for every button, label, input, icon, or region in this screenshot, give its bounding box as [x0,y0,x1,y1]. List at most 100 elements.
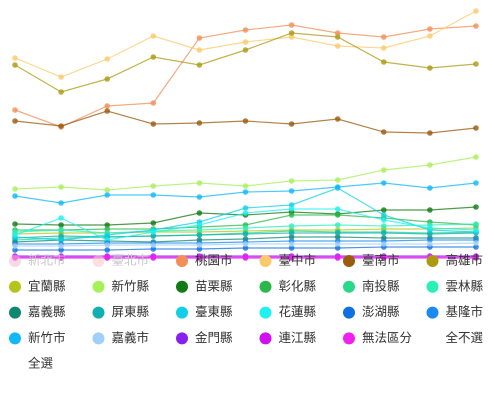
data-point [12,243,18,249]
data-point [242,254,249,260]
legend-label[interactable]: 彰化縣 [279,278,317,293]
legend-swatch[interactable] [426,306,439,319]
data-point [427,185,433,191]
legend-label[interactable]: 嘉義縣 [28,304,66,319]
legend-label[interactable]: 花蓮縣 [279,304,317,319]
legend-label[interactable]: 雲林縣 [446,278,484,293]
data-point [104,187,110,193]
legend-swatch[interactable] [9,280,21,293]
legend-label[interactable]: 臺北市 [112,253,150,268]
legend-label[interactable]: 臺東縣 [195,304,233,319]
data-point [334,212,341,218]
legend-label[interactable]: 連江縣 [279,330,317,345]
data-point [196,194,203,200]
data-point [334,241,341,247]
legend-label[interactable]: 新北市 [28,253,66,268]
data-point [473,61,479,67]
data-point [288,188,295,194]
legend-swatch[interactable] [9,332,21,345]
data-point [104,226,110,232]
data-point [381,223,387,229]
data-point [150,246,157,252]
legend-label[interactable]: 無法區分 [362,330,412,345]
legend-swatch[interactable] [343,280,355,293]
data-point [334,222,341,228]
data-point [104,232,110,238]
data-point [196,120,203,126]
data-point [381,167,387,173]
legend-swatch[interactable] [259,306,272,319]
legend-swatch[interactable] [92,255,105,267]
legend-swatch[interactable] [9,306,21,319]
legend-label[interactable]: 宜蘭縣 [28,278,66,293]
data-point [288,206,295,212]
legend-swatch[interactable] [426,255,439,267]
legend-label[interactable]: 新竹縣 [112,278,150,293]
data-point [473,180,479,186]
data-point [381,241,387,247]
legend-label[interactable]: 高雄市 [446,253,484,268]
legend-swatch[interactable] [259,255,272,267]
data-point [288,121,295,127]
data-point [242,39,249,45]
data-point [242,205,249,211]
legend-label[interactable]: 屏東縣 [112,304,150,319]
data-point [58,254,64,260]
legend-button[interactable]: 全選 [28,356,54,371]
data-point [150,192,157,198]
legend-button[interactable]: 全不選 [446,330,484,345]
data-point [334,254,341,260]
legend-label[interactable]: 臺中市 [279,253,317,268]
legend-swatch[interactable] [176,280,188,293]
legend-label[interactable]: 基隆市 [446,304,484,319]
legend-swatch[interactable] [92,280,105,293]
data-point [104,242,110,248]
legend-swatch[interactable] [259,280,272,293]
data-point [104,222,110,228]
data-point [427,207,433,213]
data-point [473,8,479,14]
data-point [334,177,341,183]
data-point [288,254,295,260]
legend-swatch[interactable] [176,332,188,345]
legend-swatch[interactable] [92,332,105,345]
data-point [427,65,433,71]
legend-label[interactable]: 嘉義市 [112,330,150,345]
legend-swatch[interactable] [259,332,272,345]
data-point [473,227,479,233]
legend-swatch[interactable] [343,332,355,345]
data-point [196,62,203,68]
data-point [242,183,249,189]
data-point [150,33,157,39]
data-point [288,245,295,251]
data-point [473,23,479,29]
legend-label[interactable]: 桃園市 [195,253,233,268]
legend-label[interactable]: 新竹市 [28,330,66,345]
data-point [196,210,203,216]
legend-label[interactable]: 臺南市 [362,253,400,268]
data-point [334,245,341,251]
legend-swatch[interactable] [176,306,188,319]
data-point [58,200,64,206]
data-point [196,222,203,228]
data-point [473,154,479,160]
data-point [12,62,18,68]
legend-swatch[interactable] [92,306,105,319]
legend-label[interactable]: 金門縣 [195,330,233,345]
data-point [473,221,479,227]
legend-swatch[interactable] [9,255,21,267]
legend-swatch[interactable] [343,255,355,267]
legend-label[interactable]: 澎湖縣 [362,304,400,319]
legend-swatch[interactable] [426,280,439,293]
data-point [58,227,64,233]
data-point [242,210,249,216]
legend-label[interactable]: 苗栗縣 [195,278,233,293]
data-point [288,30,295,36]
legend-swatch[interactable] [343,306,355,319]
data-point [196,227,203,233]
data-point [104,76,110,82]
data-point [288,34,295,40]
legend-swatch[interactable] [176,255,188,267]
legend-label[interactable]: 南投縣 [362,278,400,293]
data-point [196,246,203,252]
